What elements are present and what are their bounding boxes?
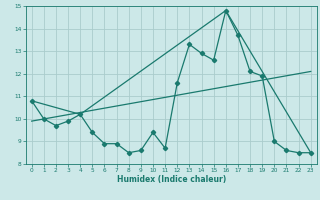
X-axis label: Humidex (Indice chaleur): Humidex (Indice chaleur) xyxy=(116,175,226,184)
